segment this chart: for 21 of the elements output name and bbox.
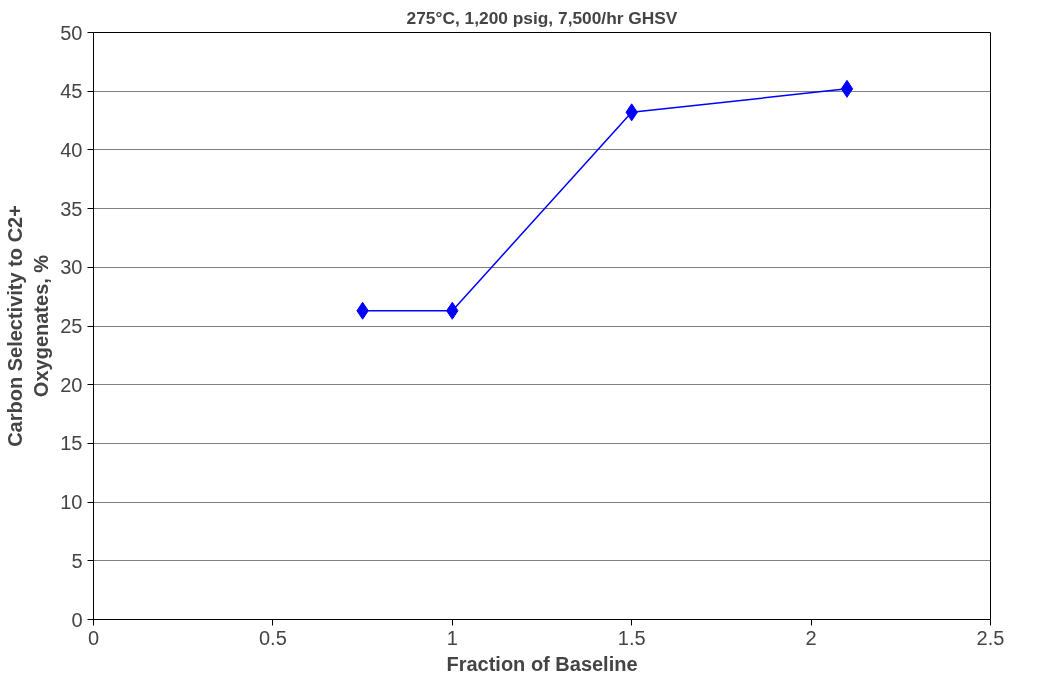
y-tick-label: 15 xyxy=(60,432,83,455)
y-tick-label: 20 xyxy=(60,373,83,396)
y-tick-label: 5 xyxy=(71,549,83,572)
y-tick-label: 25 xyxy=(60,315,83,337)
x-tick-label: 0.5 xyxy=(259,626,287,649)
x-tick-label: 0 xyxy=(87,626,100,649)
y-tick-label: 50 xyxy=(60,21,83,44)
y-tick-label: 45 xyxy=(60,80,83,103)
y-tick-label: 30 xyxy=(60,256,83,279)
point xyxy=(840,79,854,98)
y-axis-title: Carbon Selectivity to C2+ Oxygenates, % xyxy=(3,205,53,447)
x-tick-label: 2.5 xyxy=(976,626,1005,649)
y-tick-label: 35 xyxy=(60,197,83,220)
y-tick-label: 40 xyxy=(60,138,83,161)
y-tick-label: 0 xyxy=(71,608,83,631)
chart-title: 275°C, 1,200 psig, 7,500/hr GHSV xyxy=(406,7,678,28)
x-tick-label: 1 xyxy=(446,626,458,649)
y-tick-label: 10 xyxy=(60,491,83,514)
x-tick-label: 1.5 xyxy=(617,626,646,649)
x-tick-label: 2 xyxy=(805,626,817,649)
x-axis-title: Fraction of Baseline xyxy=(446,652,638,675)
